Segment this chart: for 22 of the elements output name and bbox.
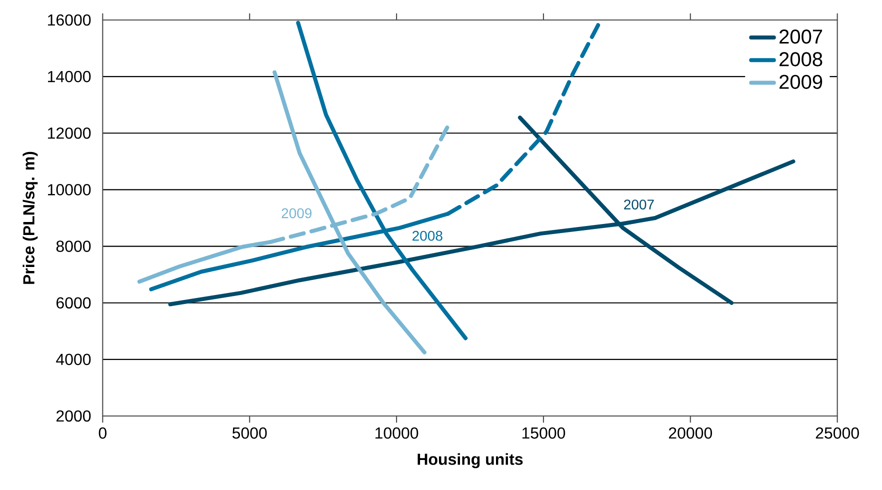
y-tick-label: 6000 — [56, 297, 91, 309]
annotation: 2008 — [412, 230, 442, 241]
legend-label: 2009 — [780, 74, 822, 89]
x-tick-label: 15000 — [522, 427, 566, 439]
x-tick-label: 5000 — [232, 427, 267, 439]
x-axis-title: Housing units — [418, 453, 523, 468]
x-tick-label: 25000 — [816, 427, 859, 439]
legend-label: 2007 — [780, 30, 822, 44]
x-tick-label: 0 — [98, 427, 106, 439]
y-tick-label: 4000 — [56, 354, 91, 366]
y-tick-label: 2000 — [56, 410, 91, 422]
y-tick-label: 10000 — [48, 184, 91, 196]
legend-label: 2008 — [780, 52, 822, 66]
annotation: 2007 — [624, 200, 654, 210]
y-tick-label: 16000 — [48, 14, 91, 26]
annotation: 2009 — [282, 208, 312, 218]
y-axis-title: Price (PLN/sq. m) — [22, 152, 38, 284]
y-tick-label: 14000 — [48, 70, 91, 82]
x-tick-label: 10000 — [376, 427, 418, 439]
y-tick-label: 12000 — [48, 127, 91, 139]
y-tick-label: 8000 — [56, 240, 91, 252]
x-tick-label: 20000 — [668, 427, 712, 439]
